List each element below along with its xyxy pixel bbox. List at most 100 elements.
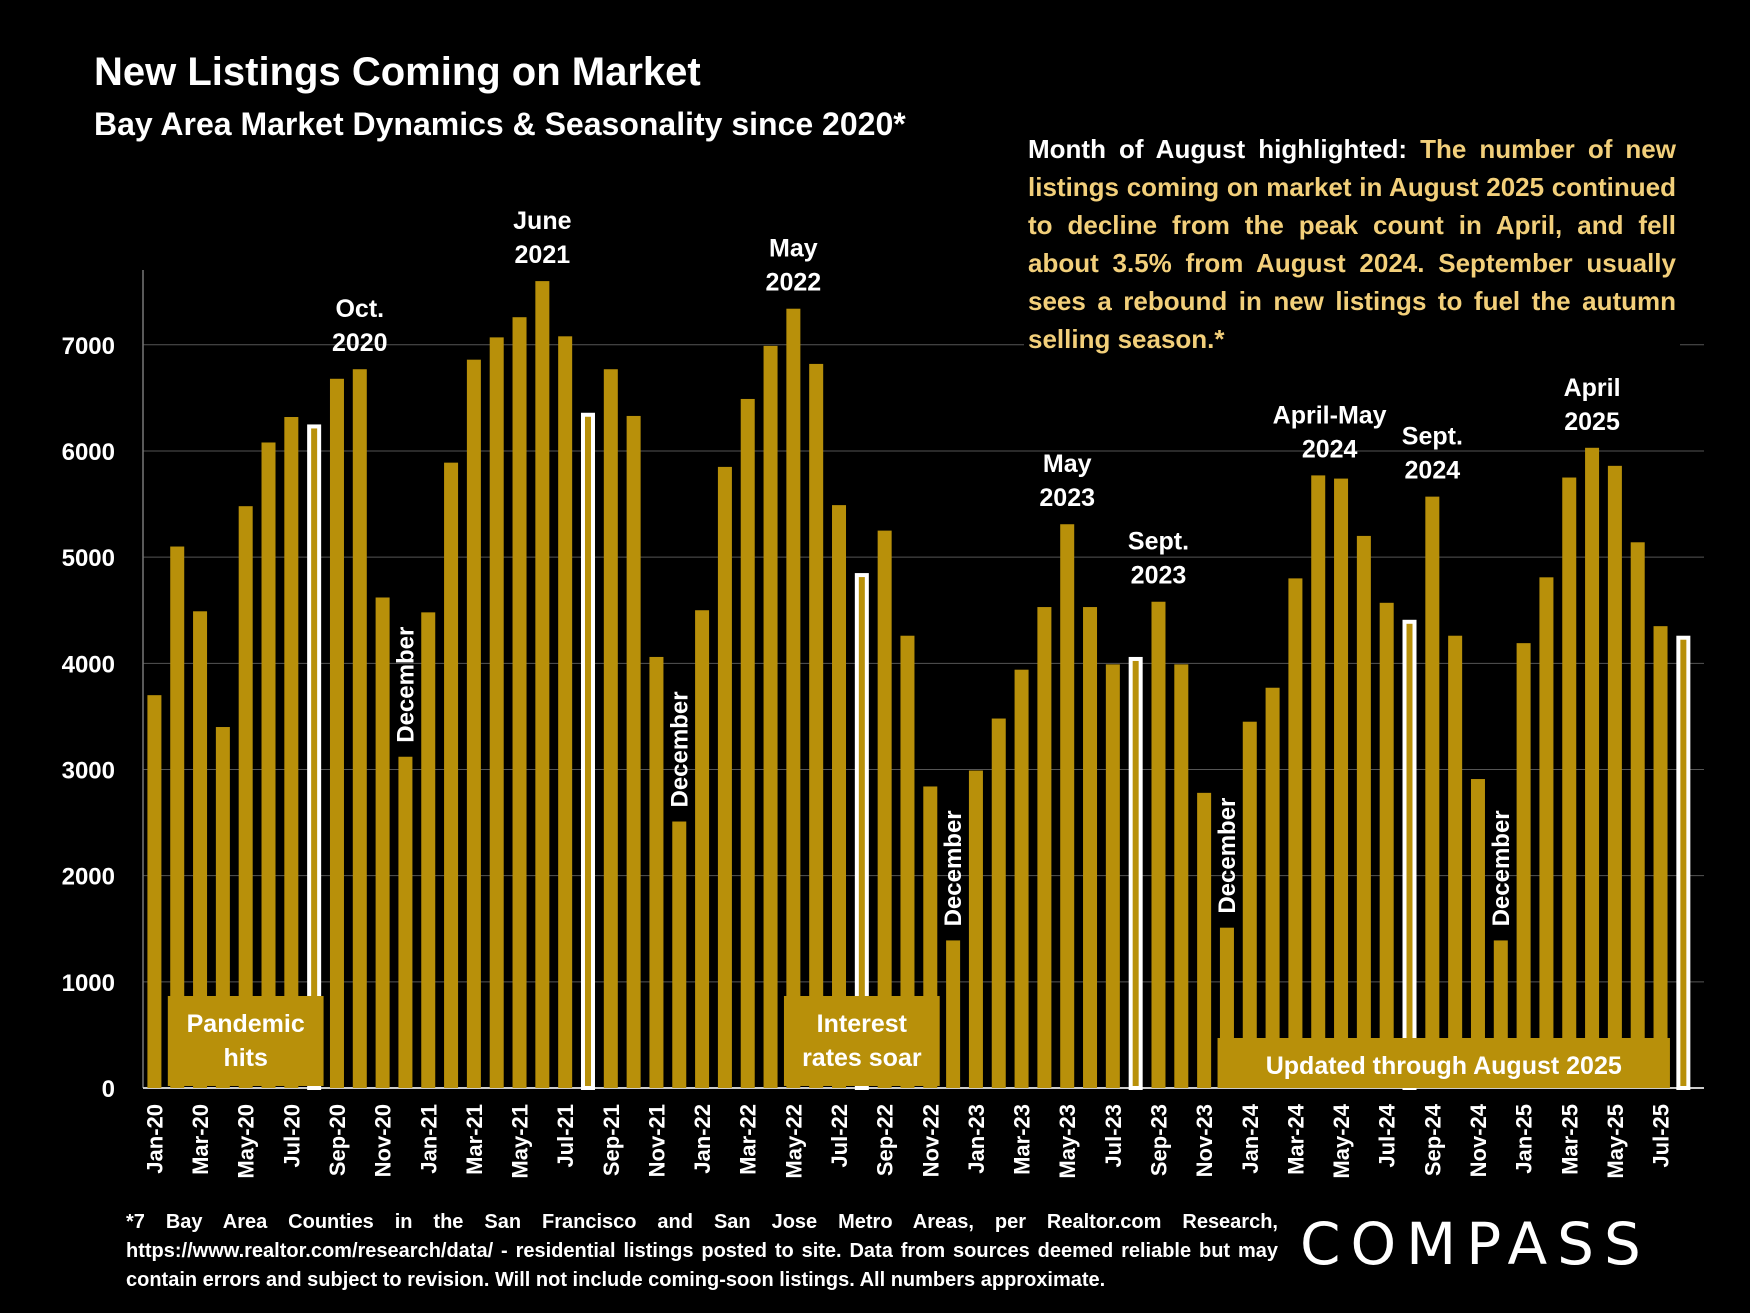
chart-subtitle: Bay Area Market Dynamics & Seasonality s… xyxy=(94,106,906,142)
x-tick-label-jul-20: Jul-20 xyxy=(279,1104,304,1168)
bar-apr-23 xyxy=(1037,607,1052,1088)
bar-dec-20 xyxy=(398,756,413,1088)
x-tick-label-mar-24: Mar-24 xyxy=(1283,1103,1308,1175)
bar-apr-22 xyxy=(763,345,778,1088)
annotation-text-apr-24-1: 2024 xyxy=(1302,435,1358,463)
x-tick-label-jan-21: Jan-21 xyxy=(416,1104,441,1174)
bar-mar-25 xyxy=(1562,477,1577,1089)
y-tick-label-7000: 7000 xyxy=(62,333,115,360)
bar-jul-24 xyxy=(1379,602,1394,1088)
annotation-dec-24: December xyxy=(1488,810,1515,926)
bar-may-22 xyxy=(786,308,801,1089)
bar-jul-22 xyxy=(832,505,847,1088)
annotation-text-may-22-1: 2022 xyxy=(766,269,822,297)
callout-interest-rates-soar: Interest rates soar xyxy=(783,996,940,1086)
bar-may-21 xyxy=(512,317,527,1088)
x-tick-label-may-25: May-25 xyxy=(1603,1104,1628,1179)
bar-jan-25 xyxy=(1516,643,1531,1088)
bar-sep-23 xyxy=(1151,601,1166,1088)
annotation-text-jun-21-1: 2021 xyxy=(515,241,571,269)
annotation-oct-20: Oct. 2020 xyxy=(332,295,388,357)
x-tick-label-sep-22: Sep-22 xyxy=(873,1104,898,1176)
x-tick-label-nov-22: Nov-22 xyxy=(918,1104,943,1177)
highlight-note: Month of August highlighted: The number … xyxy=(1024,130,1680,358)
annotation-text-apr-24-0: April-May xyxy=(1273,401,1387,429)
annotation-text-sep-23-1: 2023 xyxy=(1131,562,1187,590)
bar-jan-23 xyxy=(968,770,983,1088)
annotation-dec-22: December xyxy=(940,810,967,926)
bar-apr-21 xyxy=(489,337,504,1088)
bar-aug-24 xyxy=(1402,619,1417,1090)
bar-sep-21 xyxy=(603,369,618,1088)
y-tick-label-1000: 1000 xyxy=(62,970,115,997)
annotation-may-22: May 2022 xyxy=(766,235,822,297)
x-tick-label-jul-22: Jul-22 xyxy=(827,1104,852,1168)
callout-text-updated-through-0: Updated through August 2025 xyxy=(1266,1052,1622,1080)
x-tick-label-nov-20: Nov-20 xyxy=(371,1104,396,1177)
bar-feb-21 xyxy=(444,462,459,1088)
bar-aug-21 xyxy=(580,412,595,1090)
x-tick-label-jul-25: Jul-25 xyxy=(1649,1104,1674,1168)
x-tick-label-may-21: May-21 xyxy=(508,1104,533,1179)
bar-mar-20 xyxy=(193,611,208,1088)
bar-jan-22 xyxy=(695,610,710,1088)
annotation-sep-23: Sept. 2023 xyxy=(1128,528,1189,590)
bar-mar-24 xyxy=(1288,578,1303,1088)
bar-may-24 xyxy=(1334,478,1349,1088)
x-tick-label-jan-25: Jan-25 xyxy=(1512,1104,1537,1174)
x-tick-label-nov-23: Nov-23 xyxy=(1192,1104,1217,1177)
bars xyxy=(147,281,1691,1091)
bar-jul-21 xyxy=(558,336,573,1088)
bar-jul-20 xyxy=(284,417,299,1088)
bar-jan-24 xyxy=(1242,721,1257,1088)
x-tick-label-jul-24: Jul-24 xyxy=(1375,1103,1400,1167)
bar-feb-23 xyxy=(991,718,1006,1088)
bar-may-20 xyxy=(238,506,253,1089)
callouts: Pandemic hits Interest rates soar Updated th… xyxy=(167,996,1670,1088)
x-tick-label-may-22: May-22 xyxy=(781,1104,806,1179)
x-tick-label-nov-24: Nov-24 xyxy=(1466,1103,1491,1177)
x-axis: Jan-20 Mar-20 May-20 Jul-20 Sep-20 Nov-20 Jan-… xyxy=(142,1103,1673,1178)
bar-jul-25 xyxy=(1653,626,1668,1088)
x-tick-label-may-24: May-24 xyxy=(1329,1103,1354,1178)
annotation-apr-24: April-May 2024 xyxy=(1273,401,1387,463)
bar-mar-23 xyxy=(1014,669,1029,1088)
bar-jun-23 xyxy=(1083,607,1098,1088)
annotation-text-may-22-0: May xyxy=(769,235,818,263)
bar-oct-21 xyxy=(626,415,641,1088)
y-tick-label-3000: 3000 xyxy=(62,757,115,784)
annotation-jun-21: June 2021 xyxy=(513,207,571,269)
bar-sep-24 xyxy=(1425,496,1440,1089)
bar-feb-22 xyxy=(717,466,732,1088)
bar-feb-25 xyxy=(1539,577,1554,1088)
bar-nov-23 xyxy=(1197,792,1212,1088)
annotation-text-apr-25-0: April xyxy=(1564,374,1621,402)
annotation-text-oct-20-1: 2020 xyxy=(332,329,388,357)
bar-aug-22 xyxy=(854,573,869,1090)
bar-jan-20 xyxy=(147,695,162,1088)
y-tick-label-0: 0 xyxy=(102,1076,115,1103)
x-tick-label-nov-21: Nov-21 xyxy=(644,1104,669,1177)
bar-jun-25 xyxy=(1630,542,1645,1088)
callout-text-interest-rates-soar-0: Interest xyxy=(817,1010,908,1038)
annotation-text-may-23-0: May xyxy=(1043,450,1092,478)
callout-box-pandemic-hits xyxy=(167,996,324,1086)
note-body: The number of new listings coming on mar… xyxy=(1028,134,1676,354)
x-tick-label-jan-24: Jan-24 xyxy=(1238,1103,1263,1173)
x-tick-label-may-20: May-20 xyxy=(234,1104,259,1179)
annotation-text-dec-24: December xyxy=(1488,810,1515,926)
bar-dec-22 xyxy=(946,940,961,1088)
chart-title: New Listings Coming on Market xyxy=(94,50,701,94)
annotation-may-23: May 2023 xyxy=(1039,450,1095,512)
bar-aug-23 xyxy=(1128,656,1143,1091)
callout-text-interest-rates-soar-1: rates soar xyxy=(802,1044,922,1072)
annotation-dec-23: December xyxy=(1214,798,1241,914)
bar-oct-23 xyxy=(1174,664,1189,1088)
x-tick-label-mar-20: Mar-20 xyxy=(188,1104,213,1175)
x-tick-label-mar-25: Mar-25 xyxy=(1557,1104,1582,1175)
callout-pandemic-hits: Pandemic hits xyxy=(167,996,324,1086)
bar-oct-20 xyxy=(352,369,367,1088)
compass-logo: COMPASS xyxy=(1300,1210,1651,1278)
bar-oct-24 xyxy=(1448,635,1463,1088)
